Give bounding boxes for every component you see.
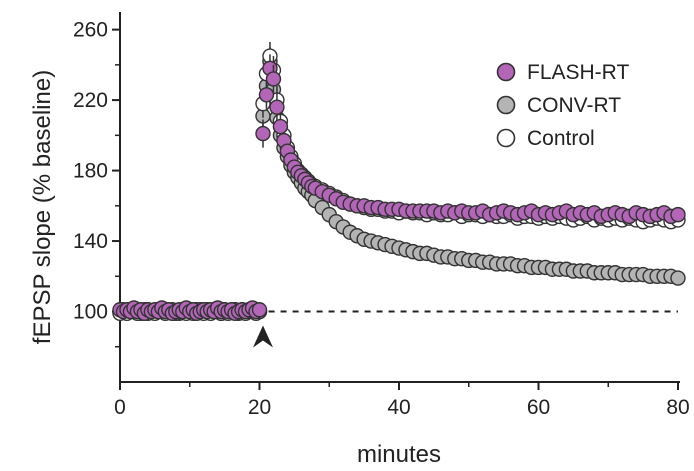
legend-marker: [496, 95, 516, 115]
y-tick-label: 260: [73, 19, 108, 42]
data-point: [265, 71, 282, 87]
legend-item: FLASH-RT: [496, 61, 629, 84]
y-axis-title: fEPSP slope (% baseline): [29, 70, 56, 344]
x-tick-label: 0: [114, 396, 126, 419]
x-tick-label: 40: [387, 396, 410, 419]
data-point: [258, 87, 275, 103]
y-tick-label: 220: [73, 89, 108, 112]
data-point: [251, 302, 268, 318]
legend-label: Control: [527, 127, 595, 150]
y-tick-label: 180: [73, 160, 108, 183]
legend-marker: [496, 62, 516, 82]
data-marks: [112, 41, 686, 321]
x-axis-title: minutes: [357, 441, 441, 468]
legend-item: Control: [496, 127, 595, 150]
data-point: [269, 99, 285, 115]
y-tick-label: 100: [73, 301, 108, 324]
y-tick-label: 140: [73, 230, 108, 253]
legend: FLASH-RT CONV-RT Control: [496, 61, 629, 150]
legend-label: CONV-RT: [527, 94, 621, 117]
data-point: [272, 118, 289, 135]
data-point: [670, 270, 686, 286]
series-conv-rt: [112, 47, 686, 321]
data-point: [255, 125, 271, 142]
series-flash-rt: [112, 54, 686, 321]
axes: 0 20 40 60 80 100 140 180 220 260: [73, 12, 690, 419]
legend-label: FLASH-RT: [527, 61, 629, 84]
stimulus-arrowhead-marker: [252, 325, 273, 348]
x-tick-label: 80: [666, 396, 689, 419]
data-point: [670, 206, 686, 223]
legend-marker: [496, 128, 516, 148]
x-tick-label: 20: [248, 396, 271, 419]
legend-item: CONV-RT: [496, 94, 621, 117]
baseline-reference: [252, 310, 678, 348]
x-tick-label: 60: [527, 396, 550, 419]
